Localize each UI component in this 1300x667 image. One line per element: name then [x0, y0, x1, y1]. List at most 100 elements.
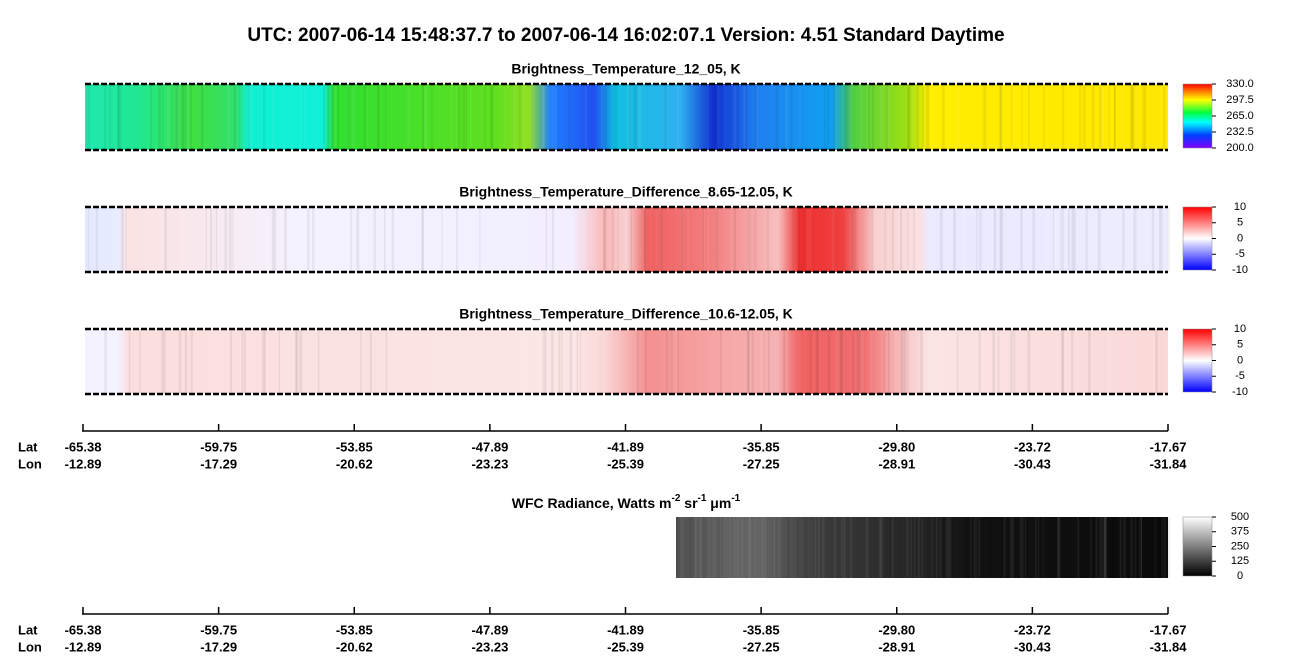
texture	[768, 329, 769, 394]
texture	[900, 329, 902, 394]
texture	[295, 329, 297, 394]
texture	[1154, 517, 1156, 578]
texture	[385, 84, 386, 150]
texture	[884, 329, 885, 394]
texture	[513, 84, 516, 150]
lon-label: -27.25	[743, 456, 780, 471]
texture	[1153, 329, 1154, 394]
lon-label: -23.23	[471, 456, 508, 471]
texture	[1067, 329, 1068, 394]
colorbar-tick-label: 0	[1237, 232, 1243, 244]
texture	[507, 207, 509, 272]
texture	[751, 517, 754, 578]
texture	[956, 84, 959, 150]
texture	[744, 517, 746, 578]
texture	[866, 84, 867, 150]
lon-label: -12.89	[65, 456, 102, 471]
texture	[888, 329, 889, 394]
texture	[770, 329, 772, 394]
colorbar-tick-label: 5	[1237, 339, 1243, 351]
texture	[817, 517, 819, 578]
texture	[739, 517, 740, 578]
texture	[187, 84, 188, 150]
texture	[418, 329, 421, 394]
texture	[936, 517, 938, 578]
texture	[143, 207, 145, 272]
colorbar	[1183, 84, 1212, 148]
texture	[388, 329, 390, 394]
colorbar-tick-label: 232.5	[1226, 126, 1254, 138]
texture	[543, 329, 544, 394]
colorbar-tick-label: 330.0	[1226, 78, 1254, 90]
texture	[1092, 517, 1093, 578]
texture	[722, 517, 724, 578]
texture	[717, 517, 720, 578]
texture	[976, 207, 977, 272]
colorbar-tick-label: 297.5	[1226, 94, 1254, 106]
texture	[731, 207, 732, 272]
panel-title: Brightness_Temperature_Difference_8.65-1…	[459, 184, 793, 200]
texture	[677, 84, 679, 150]
texture	[459, 329, 460, 394]
texture	[800, 329, 801, 394]
texture	[957, 329, 958, 394]
texture	[1061, 329, 1063, 394]
texture	[804, 329, 805, 394]
texture	[1111, 207, 1114, 272]
texture	[135, 329, 137, 394]
axis-row-label: Lat	[18, 622, 38, 637]
texture	[325, 207, 326, 272]
texture	[848, 84, 850, 150]
texture	[1168, 517, 1170, 578]
title-part: sr	[680, 495, 698, 511]
texture	[860, 84, 863, 150]
texture	[928, 207, 931, 272]
texture	[583, 207, 586, 272]
texture	[939, 517, 941, 578]
texture	[912, 84, 914, 150]
texture	[887, 84, 890, 150]
texture	[244, 329, 246, 394]
texture	[1097, 517, 1098, 578]
texture	[895, 329, 896, 394]
texture	[352, 84, 355, 150]
texture	[676, 329, 678, 394]
texture	[200, 329, 203, 394]
texture	[1114, 517, 1116, 578]
texture	[153, 329, 155, 394]
texture	[827, 84, 829, 150]
texture	[880, 517, 883, 578]
texture	[416, 207, 418, 272]
texture	[470, 84, 472, 150]
texture	[504, 207, 507, 272]
texture	[713, 517, 714, 578]
texture	[323, 84, 325, 150]
texture	[785, 84, 788, 150]
texture	[892, 207, 894, 272]
texture	[744, 84, 746, 150]
texture	[311, 329, 312, 394]
lat-label: -47.89	[471, 439, 508, 454]
lat-label: -35.85	[743, 622, 780, 637]
texture	[351, 329, 352, 394]
texture	[944, 207, 945, 272]
colorbar-tick-label: 500	[1231, 511, 1249, 523]
texture	[1071, 329, 1073, 394]
texture	[707, 84, 708, 150]
texture	[346, 84, 348, 150]
texture	[982, 517, 984, 578]
texture	[716, 207, 719, 272]
texture	[973, 329, 974, 394]
texture	[907, 207, 908, 272]
texture	[1083, 84, 1086, 150]
texture	[544, 329, 547, 394]
lat-label: -35.85	[743, 439, 780, 454]
texture	[546, 207, 548, 272]
texture	[484, 84, 486, 150]
lat-label: -53.85	[336, 439, 373, 454]
texture	[405, 207, 408, 272]
lon-label: -31.84	[1150, 456, 1188, 471]
texture	[914, 517, 915, 578]
texture	[778, 517, 781, 578]
texture	[1086, 207, 1088, 272]
